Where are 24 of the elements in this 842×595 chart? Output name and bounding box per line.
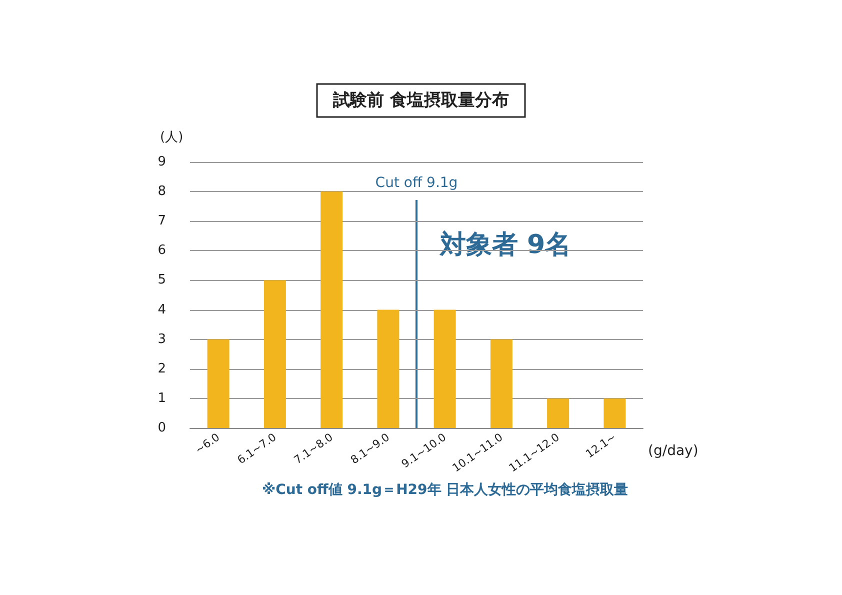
bar [434, 310, 456, 428]
y-tick-label: 4 [158, 302, 166, 318]
bar [320, 192, 343, 428]
bar [547, 398, 570, 428]
y-tick-label: 9 [158, 154, 166, 170]
bar [377, 310, 400, 428]
bar [264, 280, 286, 428]
chart-title: 試験前 食塩摂取量分布 [332, 90, 509, 110]
bar [207, 339, 230, 428]
x-axis-title: (g/day) [648, 443, 698, 459]
bar [604, 398, 626, 428]
y-tick-label: 2 [158, 361, 166, 376]
y-tick-label: 7 [158, 214, 166, 229]
bar [490, 339, 512, 428]
ref-line-label: Cut off 9.1g [375, 175, 458, 191]
y-axis-title: (人) [160, 130, 184, 145]
text: ※Cut off値 9.1g＝H29年 日本人女性の平均食塩摂取量 [262, 482, 628, 498]
y-tick-label: 1 [158, 390, 166, 406]
y-tick-label: 6 [158, 243, 166, 258]
y-tick-label: 5 [158, 272, 166, 288]
y-tick-label: 0 [158, 420, 166, 436]
y-tick-label: 3 [158, 332, 166, 347]
y-tick-label: 8 [158, 184, 166, 200]
x-tick-label: ~6.0 [192, 430, 222, 457]
